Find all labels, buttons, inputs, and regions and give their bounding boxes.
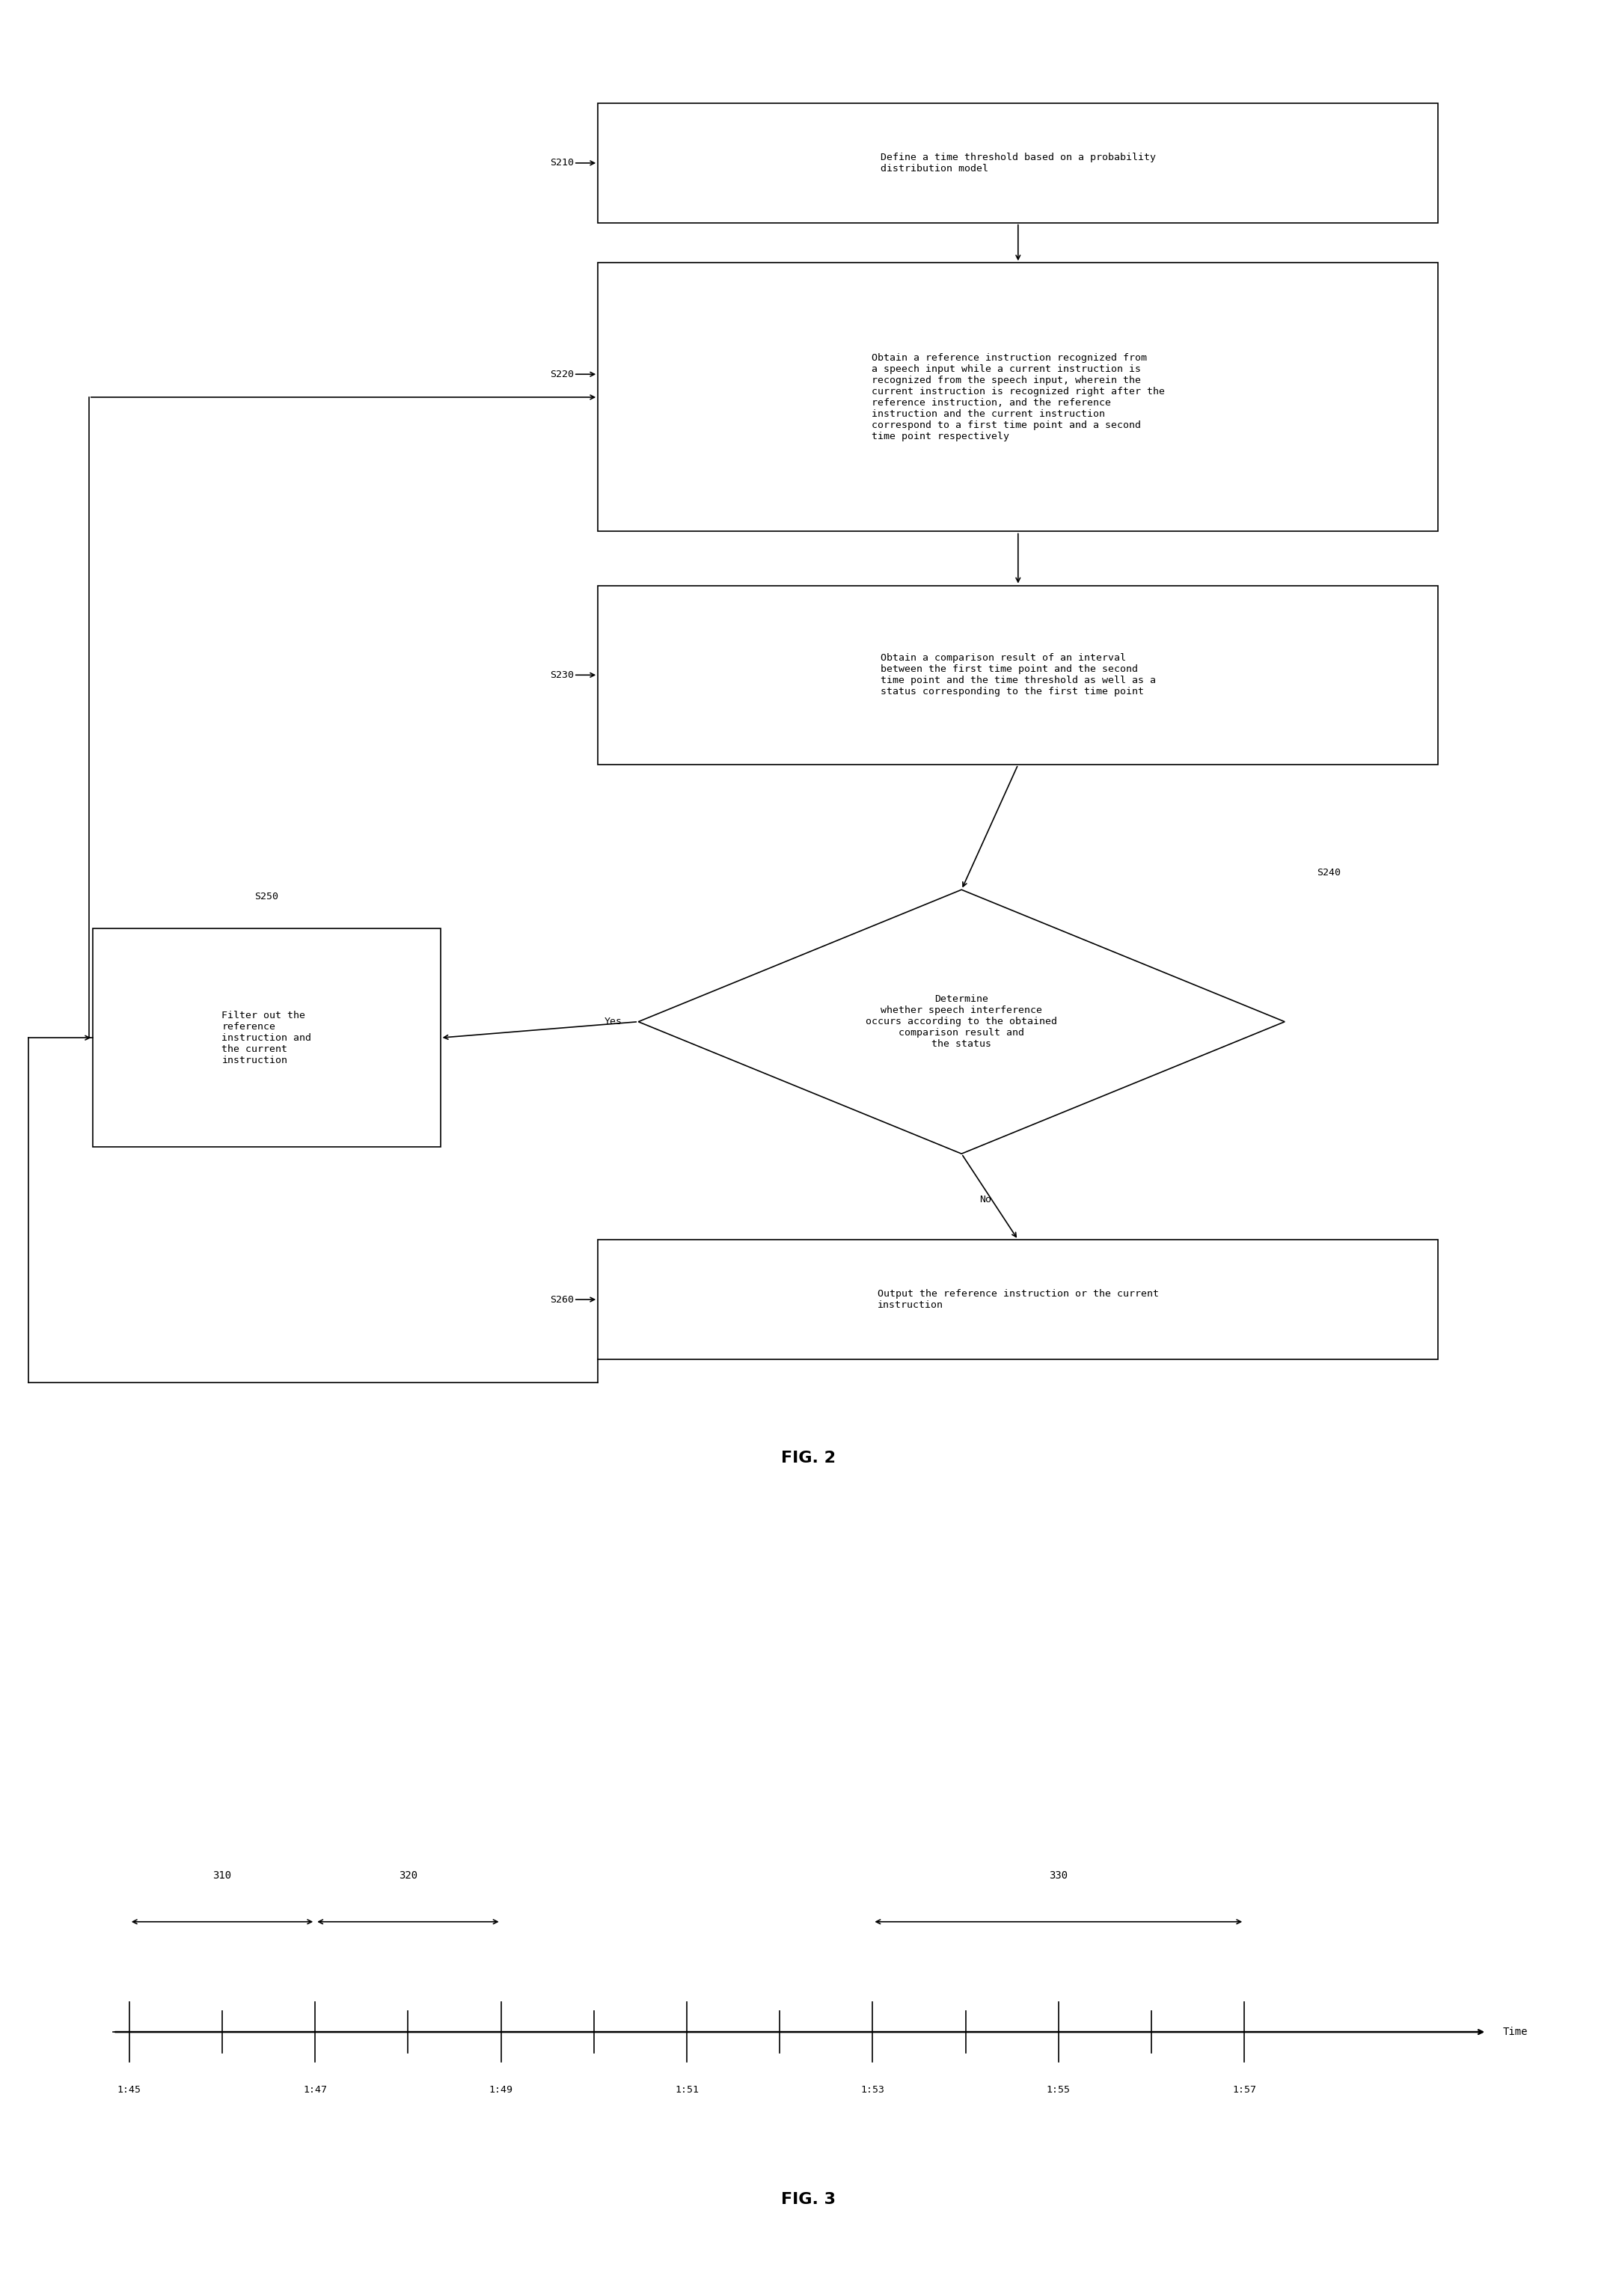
FancyBboxPatch shape: [598, 1240, 1438, 1359]
Text: 310: 310: [213, 1869, 231, 1880]
Text: 1:49: 1:49: [490, 2085, 512, 2094]
Text: 1:45: 1:45: [118, 2085, 141, 2094]
Text: Yes: Yes: [604, 1017, 622, 1026]
Text: 1:55: 1:55: [1047, 2085, 1070, 2094]
Text: Time: Time: [1503, 2027, 1529, 2037]
Text: Determine
whether speech interference
occurs according to the obtained
compariso: Determine whether speech interference oc…: [866, 994, 1057, 1049]
Text: No: No: [979, 1194, 992, 1205]
Text: Output the reference instruction or the current
instruction: Output the reference instruction or the …: [877, 1288, 1159, 1311]
Text: S250: S250: [255, 891, 278, 900]
Text: 320: 320: [399, 1869, 417, 1880]
Text: 1:51: 1:51: [675, 2085, 698, 2094]
Text: 1:53: 1:53: [861, 2085, 884, 2094]
Text: FIG. 2: FIG. 2: [781, 1451, 835, 1465]
Text: Filter out the
reference
instruction and
the current
instruction: Filter out the reference instruction and…: [221, 1010, 312, 1065]
FancyBboxPatch shape: [598, 103, 1438, 223]
FancyBboxPatch shape: [598, 264, 1438, 533]
FancyBboxPatch shape: [598, 585, 1438, 765]
Text: 330: 330: [1049, 1869, 1068, 1880]
Text: S210: S210: [549, 158, 574, 168]
Text: S220: S220: [549, 370, 574, 379]
FancyBboxPatch shape: [94, 928, 440, 1146]
Text: S260: S260: [549, 1295, 574, 1304]
Text: Obtain a reference instruction recognized from
a speech input while a current in: Obtain a reference instruction recognize…: [871, 354, 1165, 441]
Text: Define a time threshold based on a probability
distribution model: Define a time threshold based on a proba…: [881, 152, 1155, 174]
Text: 1:57: 1:57: [1233, 2085, 1256, 2094]
Text: 1:47: 1:47: [304, 2085, 326, 2094]
Text: S230: S230: [549, 670, 574, 680]
Text: FIG. 3: FIG. 3: [781, 2193, 835, 2206]
Polygon shape: [638, 889, 1285, 1153]
Text: S240: S240: [1317, 868, 1341, 877]
Text: Obtain a comparison result of an interval
between the first time point and the s: Obtain a comparison result of an interva…: [881, 654, 1155, 696]
